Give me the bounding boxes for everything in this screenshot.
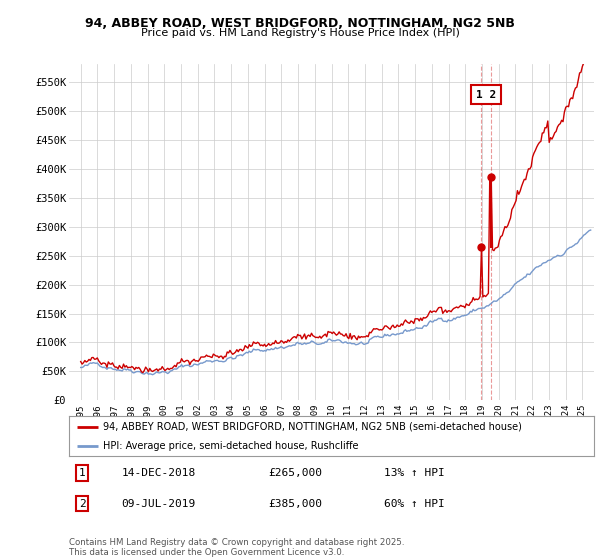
Text: 14-DEC-2018: 14-DEC-2018 <box>121 468 196 478</box>
Text: 09-JUL-2019: 09-JUL-2019 <box>121 498 196 508</box>
Text: HPI: Average price, semi-detached house, Rushcliffe: HPI: Average price, semi-detached house,… <box>103 441 359 451</box>
Text: 1: 1 <box>79 468 86 478</box>
Text: 94, ABBEY ROAD, WEST BRIDGFORD, NOTTINGHAM, NG2 5NB: 94, ABBEY ROAD, WEST BRIDGFORD, NOTTINGH… <box>85 17 515 30</box>
Text: 94, ABBEY ROAD, WEST BRIDGFORD, NOTTINGHAM, NG2 5NB (semi-detached house): 94, ABBEY ROAD, WEST BRIDGFORD, NOTTINGH… <box>103 422 522 432</box>
Text: 1 2: 1 2 <box>476 90 496 100</box>
Text: Contains HM Land Registry data © Crown copyright and database right 2025.
This d: Contains HM Land Registry data © Crown c… <box>69 538 404 557</box>
Text: Price paid vs. HM Land Registry's House Price Index (HPI): Price paid vs. HM Land Registry's House … <box>140 28 460 38</box>
Text: 2: 2 <box>79 498 86 508</box>
Text: £385,000: £385,000 <box>269 498 323 508</box>
Text: 60% ↑ HPI: 60% ↑ HPI <box>384 498 445 508</box>
Text: £265,000: £265,000 <box>269 468 323 478</box>
Text: 13% ↑ HPI: 13% ↑ HPI <box>384 468 445 478</box>
